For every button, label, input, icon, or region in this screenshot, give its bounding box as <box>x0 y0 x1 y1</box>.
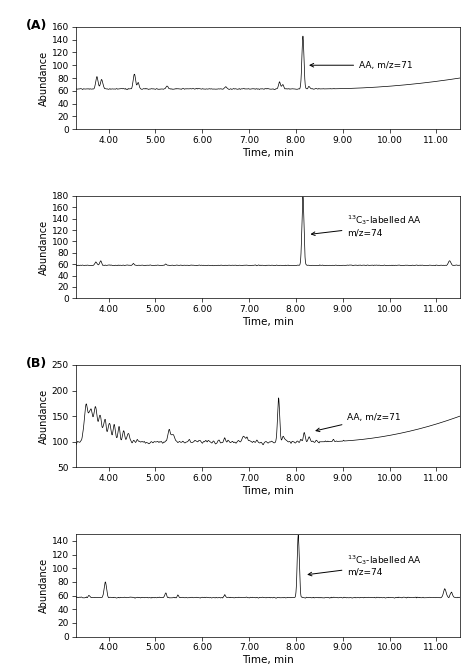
Y-axis label: Abundance: Abundance <box>39 557 49 613</box>
Text: $^{13}$C$_3$-labelled AA
m/z=74: $^{13}$C$_3$-labelled AA m/z=74 <box>308 553 422 577</box>
Text: AA, m/z=71: AA, m/z=71 <box>316 413 401 431</box>
Y-axis label: Abundance: Abundance <box>39 50 49 106</box>
Y-axis label: Abundance: Abundance <box>39 220 49 275</box>
X-axis label: Time, min: Time, min <box>242 486 294 496</box>
X-axis label: Time, min: Time, min <box>242 148 294 158</box>
Text: $^{13}$C$_3$-labelled AA
m/z=74: $^{13}$C$_3$-labelled AA m/z=74 <box>311 213 422 238</box>
Text: (A): (A) <box>26 19 47 31</box>
Text: AA, m/z=71: AA, m/z=71 <box>310 61 413 70</box>
X-axis label: Time, min: Time, min <box>242 655 294 665</box>
Y-axis label: Abundance: Abundance <box>39 389 49 444</box>
X-axis label: Time, min: Time, min <box>242 317 294 327</box>
Text: (B): (B) <box>26 356 47 370</box>
